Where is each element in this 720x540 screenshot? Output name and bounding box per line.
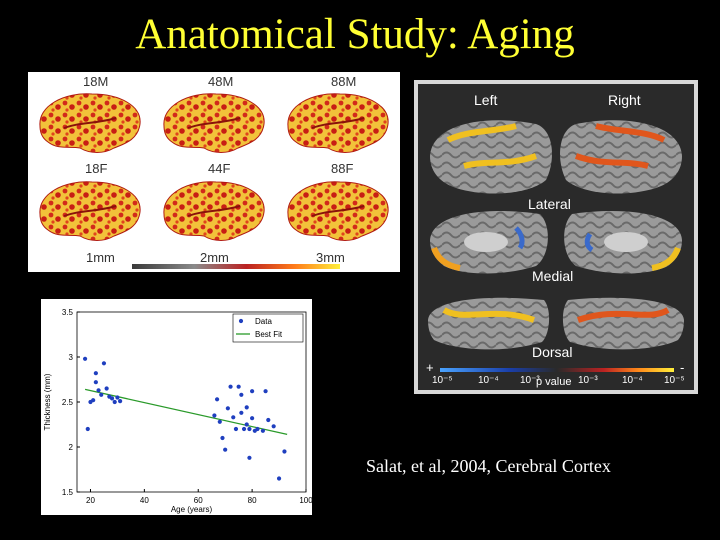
- y-tick-label: 3.5: [62, 308, 74, 317]
- pvalue-sign-plus: +: [426, 360, 434, 375]
- brain-image-88f: [286, 180, 390, 242]
- data-point: [99, 392, 104, 397]
- pvalue-tick: 10⁻³: [578, 375, 598, 386]
- pvalue-tick: 10⁻³: [520, 375, 540, 386]
- data-point: [241, 426, 247, 432]
- data-point: [220, 435, 225, 441]
- data-point: [93, 380, 98, 385]
- data-point: [233, 426, 239, 432]
- pvalue-sign-minus: -: [680, 360, 685, 375]
- data-point: [282, 449, 287, 454]
- data-point: [260, 428, 265, 433]
- pvalue-axis-label: p value: [536, 376, 572, 388]
- brain-label-88m: 88M: [331, 74, 357, 89]
- thickness-brains-figure: 18M 48M 88M 18F 44F 88F 1mm 2mm 3mm: [28, 72, 400, 272]
- pvalue-map-figure: Left Right Lateral Medial Dorsal +: [414, 80, 698, 394]
- y-tick-label: 2: [69, 443, 74, 452]
- view-label-lateral: Lateral: [528, 196, 571, 212]
- data-point: [225, 406, 230, 411]
- pvalue-tick: 10⁻⁴: [622, 375, 643, 386]
- data-point: [263, 389, 268, 394]
- brain-label-44f: 44F: [208, 161, 231, 176]
- scatter-plot-svg: 20 40 60 80 100 1.5 2 2.5 3 3.5 Age (years) Thickne…: [43, 308, 313, 514]
- x-tick-label: 40: [140, 496, 149, 505]
- legend-data-marker: [238, 318, 244, 324]
- data-point: [231, 415, 236, 420]
- data-point: [276, 476, 282, 481]
- thickness-vs-age-chart: 20 40 60 80 100 1.5 2 2.5 3 3.5 Age (years) Thickne…: [41, 299, 313, 515]
- pvalue-brain-renderings: [428, 120, 684, 350]
- x-axis-label: Age (years): [171, 505, 213, 514]
- x-tick-label: 60: [194, 496, 203, 505]
- brain-label-18f: 18F: [85, 161, 108, 176]
- pvalue-colorbar: [440, 368, 674, 372]
- legend-box: [232, 313, 304, 343]
- data-point: [93, 371, 98, 376]
- brain-image-88m: [286, 92, 390, 154]
- data-point: [91, 398, 96, 403]
- data-point: [271, 424, 276, 429]
- slide-title: Anatomical Study: Aging: [135, 11, 575, 58]
- y-tick-label: 2.5: [62, 398, 74, 407]
- citation-text: Salat, et al, 2004, Cerebral Cortex: [366, 456, 611, 476]
- brain-label-48m: 48M: [208, 74, 234, 89]
- data-point: [85, 426, 90, 432]
- data-point: [247, 426, 252, 432]
- data-point: [239, 392, 244, 397]
- data-point: [109, 396, 115, 401]
- brain-image-18m: [38, 92, 142, 154]
- y-tick-label: 1.5: [62, 488, 74, 497]
- colorbar-tick-1mm: 1mm: [86, 250, 115, 265]
- x-tick-label: 100: [299, 496, 312, 505]
- brain-label-88f: 88F: [331, 161, 354, 176]
- data-point: [212, 413, 217, 418]
- data-point: [112, 399, 117, 405]
- data-point: [247, 455, 252, 460]
- data-point: [228, 384, 233, 389]
- brain-image-44f: [162, 180, 266, 242]
- data-point: [104, 386, 109, 391]
- data-point: [118, 399, 123, 404]
- y-axis-label: Thickness (mm): [43, 373, 52, 430]
- view-label-medial: Medial: [532, 268, 574, 284]
- hemisphere-label-left: Left: [474, 92, 498, 108]
- data-point: [244, 405, 249, 410]
- data-point: [101, 361, 107, 366]
- x-tick-label: 80: [248, 496, 257, 505]
- data-point: [250, 389, 255, 394]
- data-point: [239, 410, 244, 415]
- pvalue-tick: 10⁻⁵: [664, 375, 685, 386]
- data-point: [115, 395, 120, 400]
- x-tick-label: 20: [86, 496, 95, 505]
- data-point: [250, 416, 255, 421]
- data-point: [223, 447, 228, 452]
- data-point: [217, 419, 222, 424]
- hemisphere-label-right: Right: [608, 92, 641, 108]
- data-point: [82, 356, 88, 361]
- colorbar-tick-2mm: 2mm: [200, 250, 229, 265]
- colorbar-tick-3mm: 3mm: [316, 250, 345, 265]
- y-tick-label: 3: [69, 353, 74, 362]
- brain-image-48m: [162, 92, 266, 154]
- thickness-colorbar: [132, 264, 340, 269]
- view-label-dorsal: Dorsal: [532, 344, 573, 360]
- pvalue-tick: 10⁻⁴: [478, 375, 499, 386]
- brain-image-18f: [38, 180, 142, 242]
- data-point: [236, 384, 241, 389]
- pvalue-map-canvas: Left Right Lateral Medial Dorsal +: [418, 84, 694, 390]
- data-point: [214, 397, 220, 402]
- data-point: [96, 388, 101, 393]
- data-point: [255, 426, 260, 432]
- data-point: [266, 417, 271, 423]
- pvalue-tick: 10⁻⁵: [432, 375, 453, 386]
- legend-label-best-fit: Best Fit: [255, 330, 283, 339]
- legend-label-data: Data: [255, 317, 272, 326]
- data-point: [244, 422, 249, 427]
- brain-label-18m: 18M: [83, 74, 109, 89]
